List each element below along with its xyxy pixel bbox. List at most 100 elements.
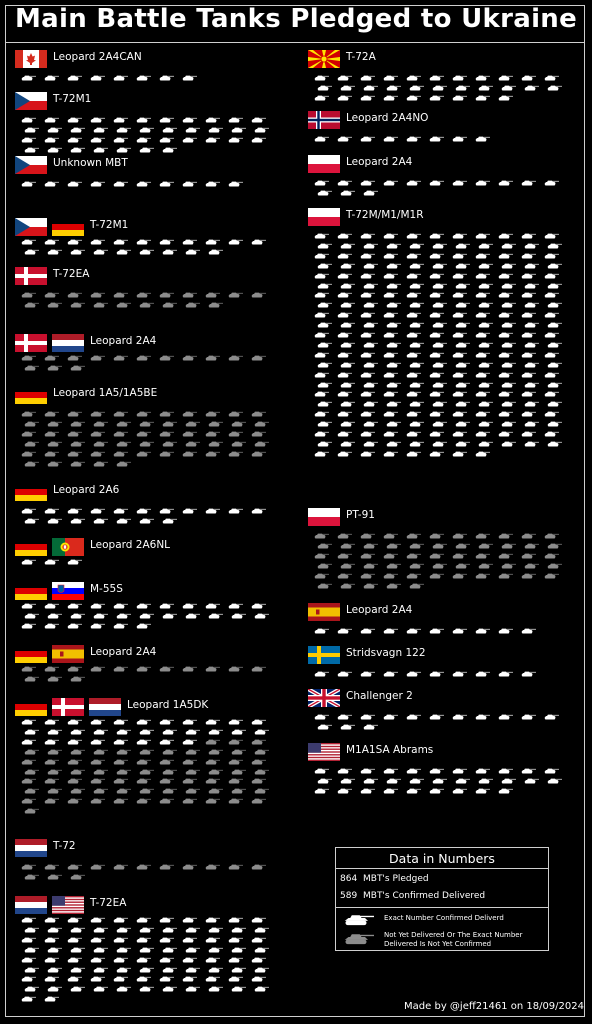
tank-not-confirmed-icon (139, 788, 154, 794)
tank-delivered-icon (429, 312, 444, 318)
tank-delivered-icon (21, 559, 36, 565)
tank-delivered-icon (113, 117, 128, 123)
tank-not-confirmed-icon (93, 769, 108, 775)
tank-not-confirmed-icon (409, 563, 424, 569)
tank-delivered-icon (314, 431, 329, 437)
tank-delivered-icon (113, 75, 128, 81)
tank-not-confirmed-icon (360, 573, 375, 579)
tank-delivered-icon (231, 986, 246, 992)
title-divider (5, 42, 585, 43)
tank-group-label: M1A1SA Abrams (346, 744, 434, 756)
tank-not-confirmed-icon (182, 864, 197, 870)
tank-not-confirmed-icon (231, 769, 246, 775)
tank-delivered-icon (360, 180, 375, 186)
tank-delivered-icon (406, 372, 421, 378)
tank-delivered-icon (478, 342, 493, 348)
tank-delivered-icon (455, 421, 470, 427)
tank-delivered-icon (24, 729, 39, 735)
tank-delivered-icon (228, 239, 243, 245)
tank-not-confirmed-icon (205, 431, 220, 437)
tank-delivered-icon (544, 312, 559, 318)
tank-delivered-icon (340, 322, 355, 328)
tank-delivered-icon (406, 292, 421, 298)
tank-delivered-icon (429, 75, 444, 81)
tank-delivered-icon (90, 957, 105, 963)
tank-delivered-icon (544, 372, 559, 378)
tank-not-confirmed-icon (254, 421, 269, 427)
tank-delivered-icon (452, 628, 467, 634)
tank-delivered-icon (521, 768, 536, 774)
tank-not-confirmed-icon (70, 441, 85, 447)
tank-delivered-icon (47, 518, 62, 524)
tank-delivered-icon (21, 117, 36, 123)
tank-not-confirmed-icon (67, 778, 82, 784)
tank-delivered-icon (547, 382, 562, 388)
tank-delivered-icon (159, 239, 174, 245)
tank-delivered-icon (452, 788, 467, 794)
tank-delivered-icon (21, 739, 36, 745)
tank-delivered-icon (251, 719, 266, 725)
tank-delivered-icon (317, 441, 332, 447)
tank-delivered-icon (136, 623, 151, 629)
tank-not-confirmed-icon (228, 666, 243, 672)
tank-delivered-icon (501, 401, 516, 407)
germany-flag-icon (15, 483, 47, 501)
tank-not-confirmed-icon (337, 553, 352, 559)
tank-delivered-icon (452, 451, 467, 457)
tank-delivered-icon (475, 451, 490, 457)
tank-delivered-icon (383, 312, 398, 318)
tank-delivered-icon (162, 127, 177, 133)
tank-delivered-icon (498, 411, 513, 417)
tank-not-confirmed-icon (254, 769, 269, 775)
tank-not-confirmed-icon (47, 421, 62, 427)
tank-delivered-icon (383, 180, 398, 186)
tank-delivered-icon (383, 714, 398, 720)
stats-divider-bottom (336, 907, 548, 908)
tank-not-confirmed-icon (90, 355, 105, 361)
tank-delivered-icon (139, 947, 154, 953)
tank-not-confirmed-icon (205, 355, 220, 361)
tank-not-confirmed-icon (90, 666, 105, 672)
tank-not-confirmed-icon (24, 788, 39, 794)
tank-delivered-icon (547, 302, 562, 308)
tank-not-confirmed-icon (182, 355, 197, 361)
tank-delivered-icon (455, 342, 470, 348)
tank-group-label: T-72EA (90, 897, 127, 909)
tank-delivered-icon (383, 233, 398, 239)
tank-not-confirmed-icon (47, 874, 62, 880)
tank-delivered-icon (162, 986, 177, 992)
tank-delivered-icon (478, 322, 493, 328)
tank-not-confirmed-icon (47, 676, 62, 682)
tank-not-confirmed-icon (67, 798, 82, 804)
tank-delivered-icon (544, 411, 559, 417)
tank-delivered-icon (159, 181, 174, 187)
tank-delivered-icon (524, 441, 539, 447)
tank-not-confirmed-icon (337, 573, 352, 579)
tank-delivered-icon (363, 85, 378, 91)
tank-not-confirmed-icon (139, 769, 154, 775)
tank-delivered-icon (70, 613, 85, 619)
tank-delivered-icon (231, 967, 246, 973)
tank-delivered-icon (406, 628, 421, 634)
tank-not-confirmed-icon (136, 431, 151, 437)
tank-delivered-icon (67, 239, 82, 245)
tank-delivered-icon (93, 927, 108, 933)
tank-not-confirmed-icon (208, 769, 223, 775)
tank-delivered-icon (93, 986, 108, 992)
tank-delivered-icon (475, 136, 490, 142)
tank-not-confirmed-icon (159, 355, 174, 361)
tank-delivered-icon (383, 788, 398, 794)
tank-delivered-icon (205, 117, 220, 123)
tank-not-confirmed-icon (521, 553, 536, 559)
tank-delivered-icon (231, 927, 246, 933)
tank-not-confirmed-icon (231, 788, 246, 794)
tank-not-confirmed-icon (501, 543, 516, 549)
tank-delivered-icon (406, 233, 421, 239)
tank-not-confirmed-icon (383, 533, 398, 539)
tank-delivered-icon (21, 937, 36, 943)
tank-delivered-icon (162, 729, 177, 735)
tank-not-confirmed-icon (93, 749, 108, 755)
tank-delivered-icon (47, 613, 62, 619)
tank-delivered-icon (383, 253, 398, 259)
tank-delivered-icon (182, 917, 197, 923)
